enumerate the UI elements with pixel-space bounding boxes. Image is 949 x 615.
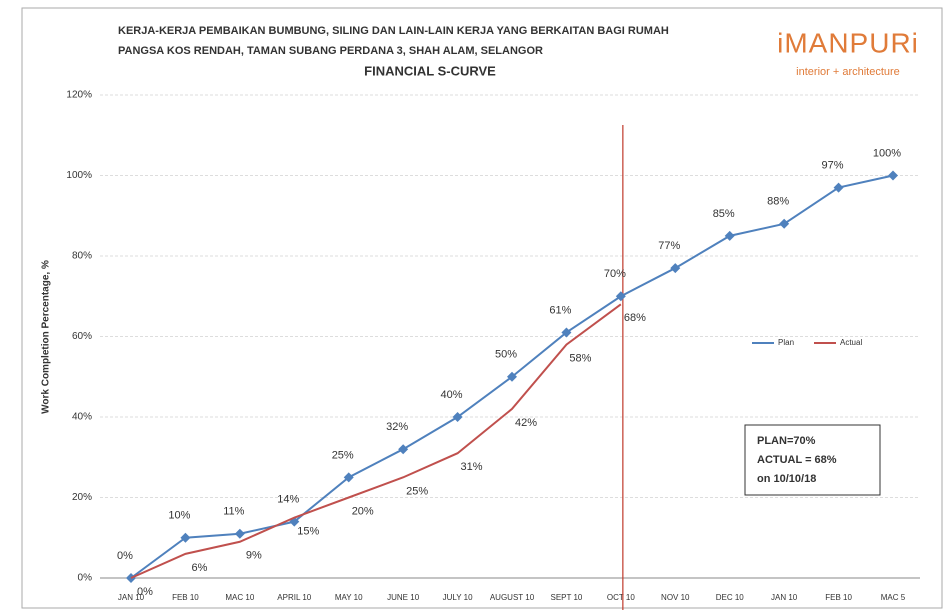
y-tick-label: 0% <box>78 573 93 584</box>
point <box>398 444 409 455</box>
data-label: 32% <box>386 421 408 433</box>
y-axis-label: Work Completion Percentage, % <box>41 260 52 414</box>
y-tick-label: 40% <box>72 412 92 423</box>
title-line: PANGSA KOS RENDAH, TAMAN SUBANG PERDANA … <box>118 45 543 57</box>
y-tick-label: 120% <box>66 90 92 101</box>
data-label: 25% <box>332 449 354 461</box>
data-label: 58% <box>569 352 591 364</box>
point <box>452 412 463 422</box>
data-label: 50% <box>495 349 517 361</box>
logo: iMANPURi <box>777 27 919 58</box>
data-label: 77% <box>658 240 680 252</box>
data-label: 100% <box>873 147 901 159</box>
x-tick-label: JULY 10 <box>443 593 473 602</box>
point <box>507 371 517 382</box>
x-tick-label: FEB 10 <box>825 593 852 602</box>
annotation: on 10/10/18 <box>757 473 816 485</box>
series-line <box>130 303 622 579</box>
data-label: 25% <box>406 485 428 497</box>
data-label: 61% <box>549 304 571 316</box>
data-label: 42% <box>515 417 537 429</box>
y-tick-label: 60% <box>72 331 92 342</box>
x-tick-label: OCT 10 <box>607 593 635 602</box>
y-tick-label: 100% <box>66 170 92 181</box>
point <box>180 532 191 543</box>
point <box>670 263 681 274</box>
data-label: 85% <box>713 208 735 220</box>
x-tick-label: NOV 10 <box>661 593 690 602</box>
logo-tagline: interior + architecture <box>796 66 900 78</box>
legend-label: Plan <box>778 338 794 347</box>
x-tick-label: APRIL 10 <box>277 593 311 602</box>
data-label: 11% <box>223 506 244 518</box>
data-label: 15% <box>297 526 319 538</box>
title-line: KERJA-KERJA PEMBAIKAN BUMBUNG, SILING DA… <box>118 25 669 37</box>
data-label: 20% <box>352 505 374 517</box>
point <box>561 327 572 338</box>
annotation: PLAN=70% <box>757 435 816 447</box>
data-label: 14% <box>277 494 299 506</box>
data-label: 88% <box>767 196 789 208</box>
data-label: 68% <box>624 312 646 324</box>
x-tick-label: MAC 10 <box>225 593 254 602</box>
annotation-box <box>744 424 881 496</box>
x-tick-label: AUGUST 10 <box>490 593 535 602</box>
x-tick-label: MAC 5 <box>881 593 906 602</box>
point <box>343 472 354 483</box>
y-tick-label: 20% <box>72 492 92 503</box>
point <box>724 230 735 241</box>
legend-label: Actual <box>840 338 862 347</box>
x-tick-label: JAN 10 <box>118 593 145 602</box>
data-label: 70% <box>604 268 626 280</box>
point <box>888 170 898 181</box>
x-tick-label: JUNE 10 <box>387 593 420 602</box>
data-label: 0% <box>137 586 153 598</box>
x-tick-label: DEC 10 <box>716 593 745 602</box>
data-label: 0% <box>117 550 133 562</box>
point <box>833 182 844 193</box>
point <box>234 528 245 539</box>
annotation: ACTUAL = 68% <box>757 454 837 466</box>
chart-title: FINANCIAL S-CURVE <box>364 63 496 78</box>
x-tick-label: MAY 10 <box>335 593 363 602</box>
data-label: 6% <box>191 562 207 574</box>
data-label: 40% <box>441 389 463 401</box>
x-tick-label: FEB 10 <box>172 593 199 602</box>
chart-frame <box>21 7 943 609</box>
y-tick-label: 80% <box>72 251 92 262</box>
data-label: 10% <box>168 510 190 522</box>
x-tick-label: JAN 10 <box>771 593 798 602</box>
data-label: 9% <box>246 550 262 562</box>
point <box>779 218 790 229</box>
x-tick-label: SEPT 10 <box>550 593 582 602</box>
data-label: 31% <box>461 461 483 473</box>
data-label: 97% <box>822 159 844 171</box>
point <box>615 291 626 302</box>
